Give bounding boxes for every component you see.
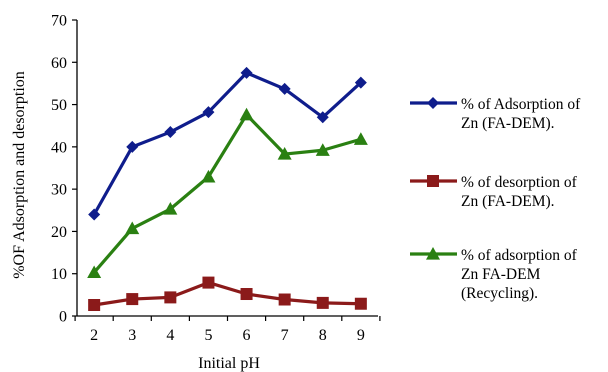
legend-marker <box>427 97 439 109</box>
x-tick-label: 7 <box>281 327 289 344</box>
y-tick-label: 10 <box>51 266 67 283</box>
x-tick-labels: 2 3 4 5 6 7 8 9 <box>90 327 365 344</box>
legend-label: Zn (FA-DEM). <box>461 193 555 210</box>
data-point <box>202 276 215 289</box>
series-line <box>92 71 362 216</box>
x-tick-label: 8 <box>319 327 327 344</box>
series-triangle <box>87 107 368 279</box>
series-square <box>88 276 367 312</box>
data-point <box>88 299 101 312</box>
x-tick-label: 6 <box>243 327 251 344</box>
y-tick-label: 0 <box>59 309 67 326</box>
y-tick-label: 60 <box>51 55 67 72</box>
legend-entry: % of adsorption of Zn FA-DEM (Recycling). <box>410 247 578 302</box>
series-line <box>93 280 361 307</box>
data-point <box>125 221 140 235</box>
legend-marker <box>427 175 439 187</box>
y-axis-title: %OF Adsorption and desorption <box>11 71 28 279</box>
data-point <box>163 202 178 215</box>
axes <box>72 19 381 321</box>
series-line <box>92 113 362 274</box>
y-tick-labels: 0 10 20 30 40 50 60 70 <box>51 13 67 326</box>
legend-label: Zn (FA-DEM). <box>461 115 555 132</box>
y-tick-label: 50 <box>51 97 67 114</box>
legend-label: % of adsorption of <box>461 247 578 264</box>
data-point <box>316 296 329 309</box>
series-diamond <box>88 66 367 221</box>
legend-label: % of desorption of <box>461 174 578 191</box>
legend-label: (Recycling). <box>461 285 538 302</box>
data-point <box>316 111 329 124</box>
data-point <box>164 291 177 304</box>
data-point <box>353 132 368 145</box>
data-point <box>278 293 291 306</box>
data-point <box>202 106 215 119</box>
data-point <box>354 76 367 89</box>
data-point <box>240 288 253 301</box>
x-tick-label: 9 <box>357 327 365 344</box>
data-point <box>315 143 330 156</box>
legend-entry: % of Adsorption of Zn (FA-DEM). <box>410 96 581 132</box>
data-point <box>201 169 216 183</box>
x-tick-label: 3 <box>128 327 136 344</box>
data-point <box>240 66 253 79</box>
legend-label: % of Adsorption of <box>461 96 581 113</box>
plot-area <box>87 66 368 312</box>
y-tick-label: 20 <box>51 224 67 241</box>
data-point <box>88 208 101 221</box>
data-point <box>126 293 139 306</box>
data-point <box>87 265 102 279</box>
legend-marker <box>426 247 440 260</box>
data-point <box>126 140 139 153</box>
x-axis-title: Initial pH <box>198 355 260 372</box>
data-point <box>354 297 367 310</box>
data-point <box>239 107 254 121</box>
x-tick-label: 4 <box>166 327 174 344</box>
y-tick-label: 40 <box>51 139 67 156</box>
data-point <box>164 126 177 139</box>
x-tick-label: 2 <box>90 327 98 344</box>
legend-label: Zn FA-DEM <box>461 266 541 283</box>
y-tick-label: 70 <box>51 13 67 30</box>
legend-entry: % of desorption of Zn (FA-DEM). <box>410 174 578 210</box>
data-point <box>278 82 291 95</box>
y-tick-label: 30 <box>51 182 67 199</box>
data-point <box>277 147 292 160</box>
x-tick-label: 5 <box>204 327 212 344</box>
